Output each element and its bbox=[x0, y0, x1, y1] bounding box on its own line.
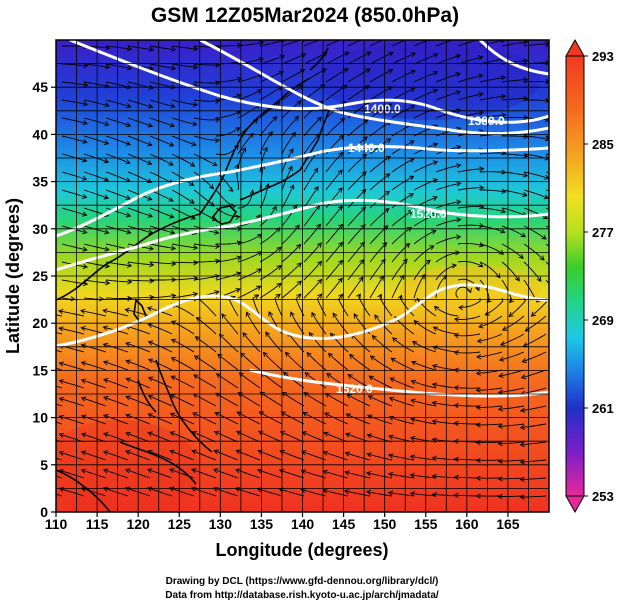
streamline-arrow bbox=[411, 35, 416, 39]
streamline-arrow bbox=[37, 398, 41, 402]
y-tick-label: 25 bbox=[32, 268, 48, 284]
colorbar-tick-label: 285 bbox=[592, 137, 614, 152]
colorbar-bottom-arrow bbox=[566, 496, 584, 512]
y-tick-label: 40 bbox=[32, 126, 48, 142]
credit-drawing: Drawing by DCL (https://www.gfd-dennou.o… bbox=[166, 576, 439, 587]
streamline-arrow bbox=[367, 35, 372, 39]
colorbar-tick-label: 293 bbox=[592, 49, 614, 64]
x-tick-label: 145 bbox=[332, 516, 356, 532]
streamline-arrow bbox=[37, 345, 41, 349]
x-tick-label: 155 bbox=[414, 516, 438, 532]
streamline-arrow bbox=[561, 296, 565, 300]
streamline-arrow bbox=[345, 35, 350, 39]
colorbar-tick-label: 277 bbox=[592, 225, 614, 240]
colorbar-gradient bbox=[566, 56, 584, 496]
contour-label: 1520.0 bbox=[410, 207, 447, 221]
x-axis-ticks: 110 115 120 125 130 135 140 145 150 155 160 165 bbox=[45, 512, 520, 532]
y-tick-label: 30 bbox=[32, 221, 48, 237]
x-tick-label: 130 bbox=[209, 516, 233, 532]
y-tick-label: 45 bbox=[32, 79, 48, 95]
x-tick-label: 115 bbox=[86, 516, 109, 532]
x-tick-label: 135 bbox=[250, 516, 274, 532]
y-axis-ticks: 0 5 10 15 20 25 30 35 40 45 bbox=[32, 79, 56, 520]
contour-label: 1440.0 bbox=[348, 141, 385, 155]
y-tick-label: 15 bbox=[32, 362, 48, 378]
colorbar-top-arrow bbox=[566, 40, 584, 56]
streamline-arrow bbox=[559, 276, 563, 281]
contour-label: 1380.0 bbox=[468, 114, 505, 128]
map-title: GSM 12Z05Mar2024 (850.0hPa) bbox=[151, 4, 459, 27]
temperature-field bbox=[40, 40, 549, 520]
streamline-arrow bbox=[389, 35, 394, 39]
x-tick-label: 110 bbox=[45, 516, 68, 532]
y-axis-label: Latitude (degrees) bbox=[3, 198, 23, 354]
streamline bbox=[106, 298, 132, 299]
y-tick-label: 35 bbox=[32, 174, 48, 190]
x-tick-label: 120 bbox=[126, 516, 150, 532]
grid-lines bbox=[56, 40, 549, 512]
colorbar: 293 285 277 269 261 253 bbox=[566, 40, 614, 512]
contour-label: 1400.0 bbox=[364, 102, 401, 116]
colorbar-tick-label: 253 bbox=[592, 489, 614, 504]
streamline-arrow bbox=[38, 434, 42, 438]
credit-data: Data from http://database.rish.kyoto-u.a… bbox=[165, 590, 439, 601]
x-tick-label: 125 bbox=[168, 516, 192, 532]
streamline-arrow bbox=[561, 256, 565, 260]
x-axis-label: Longitude (degrees) bbox=[215, 540, 388, 560]
x-tick-label: 165 bbox=[496, 516, 520, 532]
streamline bbox=[502, 117, 528, 118]
streamline-arrow bbox=[38, 452, 42, 456]
y-tick-label: 0 bbox=[40, 504, 48, 520]
y-tick-label: 20 bbox=[32, 315, 48, 331]
x-tick-label: 150 bbox=[373, 516, 397, 532]
colorbar-tick-label: 269 bbox=[592, 313, 614, 328]
streamline-arrow bbox=[37, 310, 41, 314]
colorbar-tick-label: 261 bbox=[592, 401, 614, 416]
x-tick-label: 140 bbox=[291, 516, 315, 532]
y-tick-label: 5 bbox=[40, 457, 48, 473]
x-tick-label: 160 bbox=[455, 516, 479, 532]
y-tick-label: 10 bbox=[32, 410, 48, 426]
streamline-arrow bbox=[37, 380, 42, 384]
streamline-arrow bbox=[38, 488, 42, 492]
